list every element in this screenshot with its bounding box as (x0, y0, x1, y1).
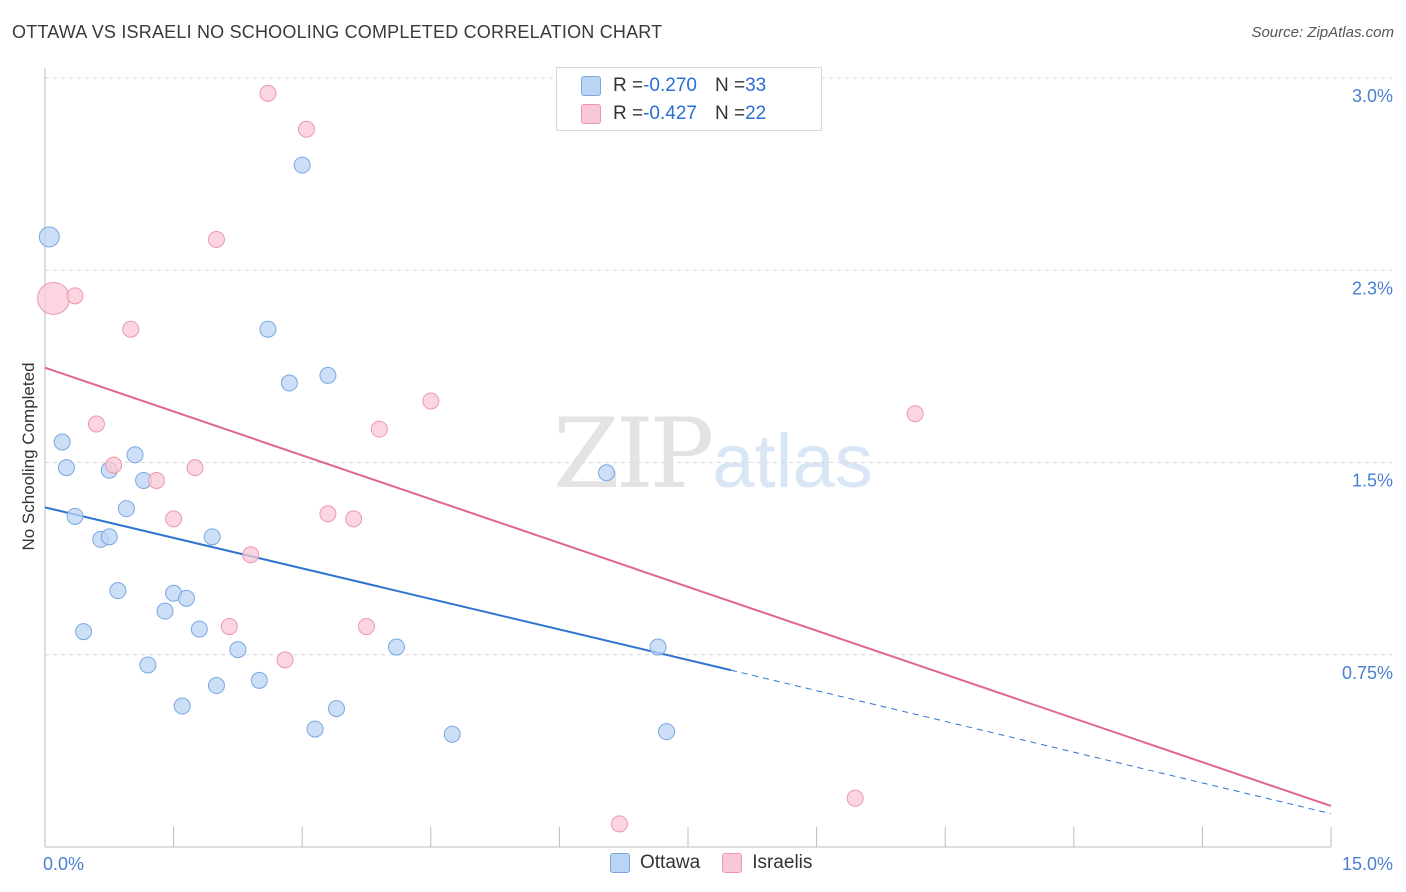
axes (44, 68, 1332, 848)
y-tick-label: 1.5% (1352, 471, 1393, 491)
watermark: ZIPatlas (553, 398, 873, 510)
ottawa-point (598, 464, 616, 482)
series-legend-israelis: Israelis (722, 852, 812, 874)
x-tick-label: 0.0% (43, 854, 84, 874)
ottawa-point (229, 641, 247, 659)
israelis-point (319, 505, 337, 523)
israelis-point (186, 459, 204, 477)
legend-r-label: R = (613, 103, 644, 124)
legend-swatch-ottawa (581, 76, 601, 96)
ottawa-point (156, 602, 174, 620)
ottawa-point (100, 528, 118, 546)
y-tick-label: 2.3% (1352, 278, 1393, 298)
ottawa-point (173, 697, 191, 715)
ottawa-point (109, 582, 127, 600)
trend-line-ottawa (44, 506, 732, 672)
israelis-point (610, 815, 628, 833)
series-swatch-ottawa (610, 853, 630, 873)
israelis-point (242, 546, 260, 564)
ottawa-point (38, 226, 60, 248)
y-axis-title: No Schooling Completed (19, 362, 38, 550)
ottawa-point (177, 589, 195, 607)
ottawa-point (649, 638, 667, 656)
legend-swatch-israelis (581, 104, 601, 124)
watermark-atlas: atlas (712, 419, 873, 504)
israelis-point (276, 651, 294, 669)
series-swatch-israelis (722, 853, 743, 873)
grid-lines (45, 77, 1392, 656)
ottawa-point (117, 500, 135, 518)
series-legend: Ottawa Israelis (610, 852, 834, 874)
israelis-point (87, 415, 105, 433)
israelis-point (37, 281, 71, 315)
ottawa-point (327, 700, 345, 718)
ottawa-point (280, 374, 298, 392)
israelis-point (105, 456, 123, 474)
legend-r-value: -0.270 (643, 75, 697, 96)
israelis-point (358, 618, 375, 636)
ottawa-point (66, 507, 84, 525)
x-tick-label: 15.0% (1342, 854, 1393, 874)
israelis-point (370, 420, 388, 438)
watermark-zip: ZIP (553, 398, 714, 510)
israelis-point (66, 287, 84, 305)
ottawa-point (207, 677, 225, 695)
ottawa-point (306, 720, 324, 738)
ottawa-point (75, 623, 93, 641)
ottawa-point (658, 723, 676, 741)
legend-n-value: 33 (745, 75, 767, 96)
ottawa-point (319, 366, 337, 384)
trend-line-ottawa-extension (730, 669, 1332, 815)
axis-labels: 0.75% 1.5% 2.3% 3.0% 0.0% 15.0% No Schooling C… (19, 86, 1393, 874)
legend-r-value: -0.427 (643, 103, 697, 124)
ottawa-point (259, 320, 277, 338)
israelis-point (122, 320, 140, 338)
legend-n-label: N = (714, 103, 746, 124)
israelis-point (846, 789, 864, 807)
legend-row-ottawa: R = -0.270 N = 33 (581, 73, 766, 99)
chart-title: OTTAWA VS ISRAELI NO SCHOOLING COMPLETED… (12, 22, 663, 42)
ottawa-point (388, 638, 406, 656)
y-tick-label: 3.0% (1352, 86, 1393, 106)
data-points (37, 84, 924, 833)
ottawa-point (126, 446, 144, 464)
correlation-legend: R = -0.270 N = 33 R = -0.427 N = 22 (556, 67, 822, 131)
y-tick-label: 0.75% (1342, 663, 1393, 683)
ottawa-point (293, 156, 311, 174)
ottawa-point (139, 656, 157, 674)
legend-r-label: R = (613, 75, 644, 96)
israelis-point (906, 405, 924, 423)
israelis-point (297, 120, 315, 138)
ottawa-point (57, 459, 75, 477)
ottawa-point (53, 433, 71, 451)
series-legend-ottawa: Ottawa (610, 852, 700, 874)
ottawa-point (190, 620, 208, 638)
series-label-ottawa: Ottawa (640, 852, 701, 873)
ottawa-point (203, 528, 221, 546)
source-label: Source: ZipAtlas.com (1251, 24, 1394, 41)
israelis-point (345, 510, 363, 528)
legend-n-value: 22 (745, 103, 767, 124)
israelis-point (207, 230, 225, 248)
legend-n-label: N = (714, 75, 746, 96)
israelis-point (147, 471, 165, 489)
israelis-point (165, 510, 183, 528)
ottawa-point (443, 725, 461, 743)
israelis-point (220, 618, 238, 636)
ottawa-point (250, 671, 268, 689)
trend-line-israelis (44, 366, 1332, 807)
israelis-point (422, 392, 440, 410)
series-label-israelis: Israelis (752, 852, 813, 873)
israelis-point (259, 84, 277, 102)
legend-row-israelis: R = -0.427 N = 22 (581, 101, 766, 127)
trend-lines (44, 366, 1332, 815)
